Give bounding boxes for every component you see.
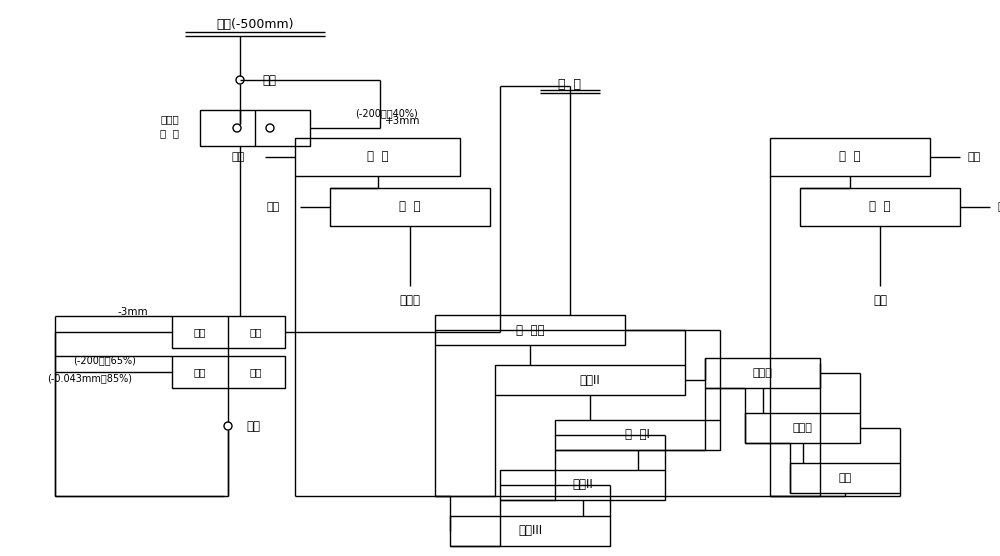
Bar	[495, 365, 685, 395]
Bar	[435, 315, 625, 345]
Bar	[172, 356, 285, 388]
Text: 预先: 预先	[194, 327, 206, 337]
Text: 溢流: 溢流	[998, 202, 1000, 212]
Text: 精  选I: 精 选I	[625, 429, 650, 441]
Text: -3mm: -3mm	[117, 307, 148, 317]
Bar	[790, 463, 900, 493]
Text: 浓  缩: 浓 缩	[367, 151, 388, 163]
Bar	[500, 470, 665, 500]
Text: 溢流: 溢流	[232, 152, 245, 162]
Text: 精选III: 精选III	[518, 524, 542, 538]
Text: 球磨: 球磨	[246, 419, 260, 433]
Text: (-200目占40%): (-200目占40%)	[355, 108, 418, 118]
Text: 分级: 分级	[250, 327, 262, 337]
Text: 粗碎: 粗碎	[262, 73, 276, 87]
Text: 分级: 分级	[838, 473, 852, 483]
Text: 溢流: 溢流	[267, 202, 280, 212]
Text: (-0.043mm占85%): (-0.043mm占85%)	[48, 373, 132, 383]
Bar	[330, 188, 490, 226]
Text: 粗  选一: 粗 选一	[516, 324, 544, 336]
Text: (-200目占65%): (-200目占65%)	[74, 355, 136, 365]
Text: 精选II: 精选II	[572, 479, 593, 492]
Bar	[770, 138, 930, 176]
Bar	[705, 358, 820, 388]
Text: 扫选一: 扫选一	[753, 368, 772, 378]
Text: 过  滤: 过 滤	[399, 201, 421, 214]
Text: 控制: 控制	[194, 367, 206, 377]
Bar	[295, 138, 460, 176]
Text: +3mm: +3mm	[385, 116, 420, 126]
Text: 粗选II: 粗选II	[580, 374, 600, 386]
Text: 分级: 分级	[250, 367, 262, 377]
Bar	[172, 316, 285, 348]
Text: 扫选二: 扫选二	[793, 423, 812, 433]
Text: 原矿(-500mm): 原矿(-500mm)	[216, 18, 294, 32]
Text: 搅  拌: 搅 拌	[558, 77, 582, 91]
Text: 浓  缩: 浓 缩	[839, 151, 861, 163]
Bar	[800, 188, 960, 226]
Text: 半自磨: 半自磨	[161, 114, 179, 124]
Text: 尾矿: 尾矿	[873, 295, 887, 307]
Text: 铜精矿: 铜精矿	[400, 295, 420, 307]
Bar	[745, 413, 860, 443]
Bar	[450, 516, 610, 546]
Text: 溢流: 溢流	[968, 152, 981, 162]
Text: 过  滤: 过 滤	[869, 201, 891, 214]
Bar	[200, 110, 310, 146]
Text: 筛  分: 筛 分	[160, 128, 180, 138]
Bar	[555, 420, 720, 450]
